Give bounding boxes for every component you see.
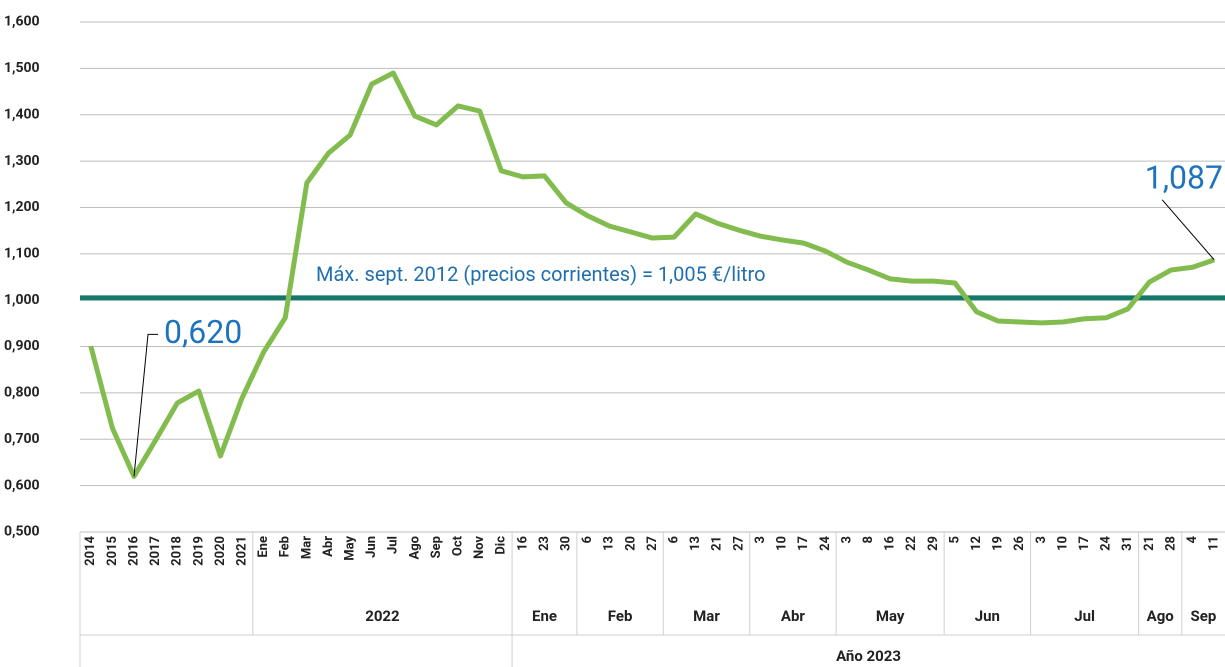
x-tick-label: 3 — [839, 536, 854, 543]
x-tick-label: 11 — [1207, 536, 1222, 551]
x-tick-label: 20 — [623, 536, 638, 551]
group-label: Abr — [781, 607, 806, 625]
value-label: 1,087 — [1145, 158, 1223, 196]
x-tick-label: 2017 — [148, 536, 163, 566]
x-tick-label: 16 — [883, 535, 898, 550]
x-tick-label: 10 — [1055, 536, 1070, 551]
x-tick-label: 17 — [1077, 536, 1092, 551]
y-tick-label: 0,800 — [4, 385, 40, 401]
x-tick-label: 31 — [1120, 536, 1135, 551]
reference-label: Máx. sept. 2012 (precios corrientes) = 1… — [316, 262, 766, 286]
y-tick-label: 1,300 — [4, 153, 40, 169]
y-tick-label: 0,500 — [4, 524, 40, 540]
x-tick-label: Abr — [321, 536, 336, 557]
line-series — [88, 70, 1216, 479]
x-tick-label: Jul — [386, 536, 401, 554]
group-label: Mar — [693, 607, 720, 625]
x-tick-label: 26 — [1012, 535, 1027, 550]
x-tick-label: 13 — [602, 536, 617, 551]
x-tick-label: 2016 — [126, 535, 141, 565]
x-tick-label: 23 — [537, 536, 552, 551]
x-tick-label: 2019 — [191, 536, 206, 566]
x-tick-label: 24 — [1099, 535, 1114, 550]
x-tick-label: 16 — [515, 535, 530, 550]
x-tick-label: 24 — [818, 535, 833, 550]
x-tick-label: Dic — [494, 536, 509, 555]
x-tick-label: 12 — [969, 536, 984, 551]
x-tick-label: 22 — [904, 536, 919, 551]
x-tick-label: Ago — [407, 536, 422, 560]
group-label: Feb — [608, 607, 633, 625]
y-tick-label: 1,200 — [4, 199, 40, 215]
x-tick-label: 21 — [1142, 536, 1157, 551]
group-label: Jul — [1074, 607, 1095, 625]
x-tick-label: Oct — [451, 535, 466, 556]
x-tick-label: 5 — [947, 536, 962, 543]
x-tick-label: Ene — [256, 536, 271, 558]
x-tick-label: 28 — [1163, 536, 1178, 551]
x-tick-label: 10 — [775, 536, 790, 551]
x-tick-label: 17 — [796, 536, 811, 551]
x-tick-label: 3 — [753, 536, 768, 543]
x-tick-label: 6 — [580, 535, 595, 543]
y-tick-label: 0,700 — [4, 431, 40, 447]
group-label: Ene — [532, 607, 557, 625]
x-tick-label: 2020 — [213, 536, 228, 566]
x-tick-label: 2014 — [83, 535, 98, 565]
x-tick-label: Nov — [472, 536, 487, 559]
x-tick-label: 3 — [1034, 536, 1049, 543]
x-tick-label: 2018 — [170, 536, 185, 566]
x-tick-label: 8 — [861, 536, 876, 543]
x-tick-label: 29 — [926, 536, 941, 551]
x-tick-label: 13 — [688, 536, 703, 551]
group-label: 2022 — [365, 607, 400, 625]
x-tick-label: 2015 — [105, 536, 120, 566]
leader-line — [133, 333, 159, 477]
group-label: Año 2023 — [836, 647, 901, 665]
group-label: Jun — [975, 607, 1000, 625]
group-label: May — [876, 607, 905, 625]
x-tick-label: 27 — [731, 536, 746, 551]
y-tick-label: 1,100 — [4, 246, 40, 262]
x-tick-label: 2021 — [234, 536, 249, 566]
group-label: Ago — [1147, 607, 1174, 625]
x-tick-label: 21 — [710, 536, 725, 551]
value-label: 0,620 — [164, 313, 242, 351]
x-tick-label: Sep — [429, 536, 444, 558]
x-tick-label: 19 — [991, 536, 1006, 551]
y-tick-label: 0,600 — [4, 477, 40, 493]
x-tick-label: May — [342, 536, 357, 561]
y-tick-label: 1,500 — [4, 60, 40, 76]
x-tick-label: Feb — [278, 536, 293, 557]
x-tick-label: 4 — [1185, 535, 1200, 543]
y-tick-label: 1,600 — [4, 14, 40, 30]
x-tick-label: Jun — [364, 536, 379, 558]
x-tick-label: Mar — [299, 536, 314, 559]
x-tick-label: 27 — [645, 536, 660, 551]
y-tick-label: 1,400 — [4, 106, 40, 122]
x-tick-label: 30 — [559, 536, 574, 551]
group-label: Sep — [1191, 607, 1217, 625]
y-tick-label: 0,900 — [4, 338, 40, 354]
y-tick-label: 1,000 — [4, 292, 40, 308]
x-tick-label: 6 — [667, 535, 682, 543]
leader-line — [1161, 199, 1215, 261]
